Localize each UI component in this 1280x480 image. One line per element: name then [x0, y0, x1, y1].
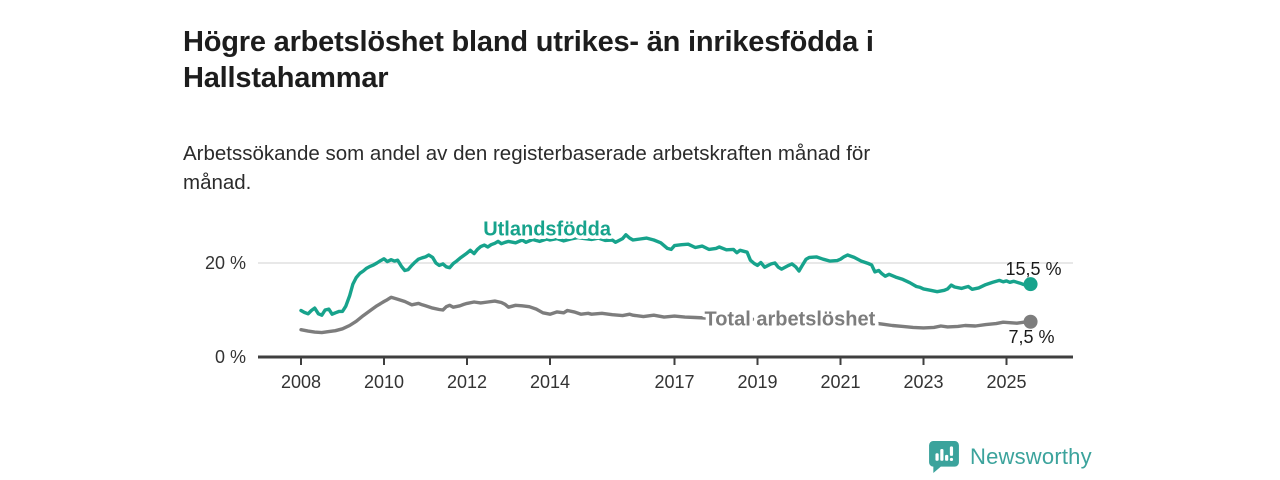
bar-chart-speech-bubble-icon [929, 441, 959, 473]
x-axis-tick-label: 2012 [447, 372, 487, 392]
y-axis-tick-label: 0 % [215, 347, 246, 367]
y-axis-tick-label: 20 % [205, 253, 246, 273]
series-line-utlandsf-dda [299, 233, 1033, 317]
series-name-label-total-arbetsl-shet: Total arbetslöshet [704, 308, 875, 330]
page-subtitle: Arbetssökande som andel av den registerb… [183, 141, 871, 194]
x-axis-tick-label: 2019 [737, 372, 777, 392]
x-axis-tick-label: 2025 [986, 372, 1026, 392]
series-name-label-utlandsf-dda: Utlandsfödda [483, 219, 612, 241]
x-axis-tick-label: 2010 [364, 372, 404, 392]
series-end-dot-total-arbetsl-shet [1023, 314, 1038, 329]
x-axis-tick-label: 2021 [820, 372, 860, 392]
series-line-total-arbetsl-shet [299, 295, 1033, 335]
series-end-value-label-utlandsf-dda: 15,5 % [1006, 259, 1062, 279]
page-title: Högre arbetslöshet bland utrikes- än inr… [183, 26, 874, 95]
x-axis-tick-label: 2017 [654, 372, 694, 392]
x-axis-tick-label: 2008 [281, 372, 321, 392]
newsworthy-logo: Newsworthy [929, 441, 1092, 473]
x-axis-tick-label: 2023 [903, 372, 943, 392]
brand-name: Newsworthy [970, 444, 1092, 469]
x-axis-tick-label: 2014 [530, 372, 570, 392]
series-end-value-label-total-arbetsl-shet: 7,5 % [1009, 327, 1055, 347]
series-end-dot-utlandsf-dda [1023, 277, 1038, 292]
